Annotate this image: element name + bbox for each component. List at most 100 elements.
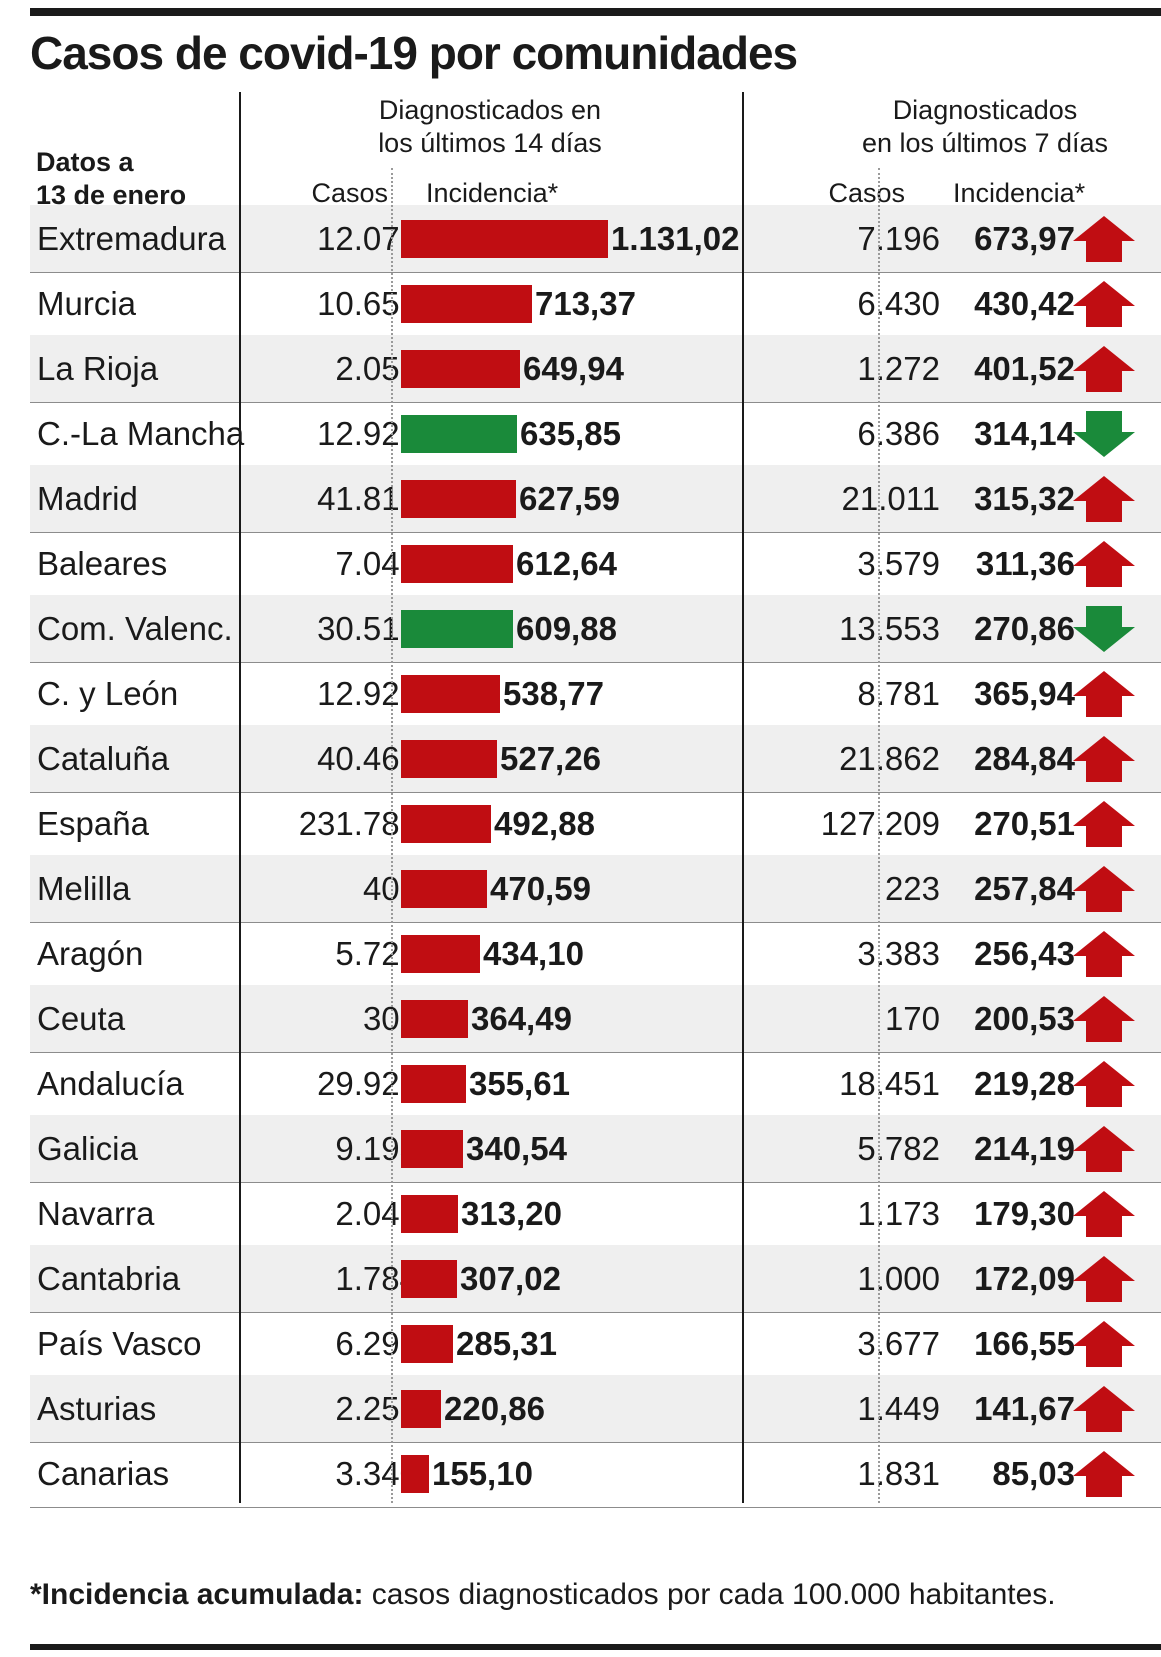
top-rule <box>30 8 1161 16</box>
cases-7-days: 170 <box>884 1000 940 1037</box>
trend-up-arrow-icon <box>1073 1061 1135 1107</box>
incidence-14-label: 627,59 <box>519 480 620 517</box>
incidence-14-bar <box>401 740 497 778</box>
incidence-14-bar <box>401 1455 429 1493</box>
row-name: País Vasco <box>37 1325 202 1362</box>
cases-7-days: 1.000 <box>857 1260 940 1297</box>
header-group-14-line2: los últimos 14 días <box>378 128 602 158</box>
row-separator <box>30 1312 1161 1313</box>
table-row: Madrid 41.819 627,59 21.011 315,32 <box>30 465 1161 533</box>
row-separator <box>30 1052 1161 1053</box>
trend-up-arrow-icon <box>1073 1126 1135 1172</box>
row-separator <box>30 792 1161 793</box>
incidence-14-bar <box>401 1195 458 1233</box>
incidence-14-label: 340,54 <box>466 1130 567 1167</box>
cases-7-days: 3.579 <box>857 545 940 582</box>
incidence-7-days: 200,53 <box>974 1000 1075 1037</box>
row-name: Melilla <box>37 870 131 907</box>
column-divider-dotted-14 <box>391 168 393 1503</box>
cases-7-days: 1.449 <box>857 1390 940 1427</box>
table-row: Com. Valenc. 30.517 609,88 13.553 270,86 <box>30 595 1161 663</box>
table-row: Andalucía 29.922 355,61 18.451 219,28 <box>30 1050 1161 1118</box>
header-group-14-days: Diagnosticados en los últimos 14 días <box>350 94 630 160</box>
incidence-7-days: 673,97 <box>974 220 1075 257</box>
header-group-7-line2: en los últimos 7 días <box>861 128 1109 158</box>
chart-title: Casos de covid-19 por comunidades <box>30 27 798 79</box>
incidence-14-label: 470,59 <box>490 870 591 907</box>
incidence-14-bar <box>401 1325 453 1363</box>
row-name: Murcia <box>37 285 137 322</box>
incidence-14-label: 609,88 <box>516 610 617 647</box>
trend-up-arrow-icon <box>1073 541 1135 587</box>
cases-7-days: 1.173 <box>857 1195 940 1232</box>
row-separator <box>30 402 1161 403</box>
incidence-14-label: 713,37 <box>535 285 636 322</box>
trend-up-arrow-icon <box>1073 736 1135 782</box>
incidence-7-days: 311,36 <box>975 545 1075 582</box>
table-row: C.-La Mancha 12.926 635,85 6.386 314,14 <box>30 400 1161 468</box>
incidence-14-label: 612,64 <box>516 545 617 582</box>
incidence-7-days: 257,84 <box>974 870 1075 907</box>
footnote: *Incidencia acumulada: casos diagnostica… <box>30 1578 1056 1612</box>
row-name: Cataluña <box>37 740 170 777</box>
incidence-14-bar <box>401 610 513 648</box>
header-datos-line1: Datos a <box>36 147 134 177</box>
incidence-14-bar <box>401 935 480 973</box>
row-name: Asturias <box>37 1390 157 1427</box>
row-separator <box>30 1507 1161 1508</box>
incidence-7-days: 284,84 <box>974 740 1075 777</box>
row-separator <box>30 1442 1161 1443</box>
incidence-7-days: 141,67 <box>974 1390 1075 1427</box>
row-name: Galicia <box>37 1130 138 1167</box>
incidence-7-days: 214,19 <box>974 1130 1075 1167</box>
trend-up-arrow-icon <box>1073 346 1135 392</box>
cases-7-days: 18.451 <box>839 1065 940 1102</box>
incidence-14-label: 527,26 <box>500 740 601 777</box>
incidence-14-label: 307,02 <box>460 1260 561 1297</box>
header-group-14-line1: Diagnosticados en <box>378 95 602 125</box>
row-separator <box>30 272 1161 273</box>
table-row: Extremadura 12.076 1.131,02 7.196 673,97 <box>30 205 1161 273</box>
incidence-7-days: 270,86 <box>974 610 1075 647</box>
incidence-7-days: 219,28 <box>974 1065 1075 1102</box>
footnote-text: casos diagnosticados por cada 100.000 ha… <box>363 1578 1056 1611</box>
footnote-bold: *Incidencia acumulada: <box>30 1578 364 1611</box>
trend-up-arrow-icon <box>1073 1386 1135 1432</box>
trend-up-arrow-icon <box>1073 1451 1135 1497</box>
table-row: Asturias 2.259 220,86 1.449 141,67 <box>30 1375 1161 1443</box>
incidence-7-days: 365,94 <box>974 675 1075 712</box>
incidence-14-bar <box>401 1130 463 1168</box>
incidence-7-days: 256,43 <box>974 935 1075 972</box>
cases-7-days: 6.430 <box>857 285 940 322</box>
row-name: Aragón <box>37 935 144 972</box>
trend-up-arrow-icon <box>1073 671 1135 717</box>
incidence-14-bar <box>401 805 491 843</box>
cases-7-days: 127.209 <box>820 805 940 842</box>
trend-up-arrow-icon <box>1073 996 1135 1042</box>
header-casos-14: Casos <box>311 178 388 208</box>
table-row: Cantabria 1.784 307,02 1.000 172,09 <box>30 1245 1161 1313</box>
row-name: Navarra <box>37 1195 155 1232</box>
row-name: C.-La Mancha <box>37 415 245 452</box>
incidence-14-bar <box>401 350 520 388</box>
header-group-7-days: Diagnosticados en los últimos 7 días <box>835 94 1135 160</box>
column-divider-groups <box>742 92 744 1503</box>
incidence-14-bar <box>401 1065 466 1103</box>
incidence-7-days: 172,09 <box>974 1260 1075 1297</box>
table-row: Baleares 7.042 612,64 3.579 311,36 <box>30 530 1161 598</box>
table-row: Navarra 2.049 313,20 1.173 179,30 <box>30 1180 1161 1248</box>
incidence-7-days: 85,03 <box>992 1455 1075 1492</box>
incidence-7-days: 401,52 <box>974 350 1075 387</box>
bottom-rule <box>30 1644 1161 1650</box>
incidence-14-label: 285,31 <box>456 1325 557 1362</box>
row-name: Andalucía <box>37 1065 184 1102</box>
trend-up-arrow-icon <box>1073 1321 1135 1367</box>
column-divider-dotted-7 <box>878 168 880 1503</box>
table-row: Murcia 10.657 713,37 6.430 430,42 <box>30 270 1161 338</box>
incidence-7-days: 315,32 <box>974 480 1075 517</box>
incidence-14-label: 492,88 <box>494 805 595 842</box>
row-separator <box>30 1182 1161 1183</box>
table-row: País Vasco 6.299 285,31 3.677 166,55 <box>30 1310 1161 1378</box>
incidence-14-bar <box>401 1390 441 1428</box>
incidence-14-bar <box>401 675 500 713</box>
